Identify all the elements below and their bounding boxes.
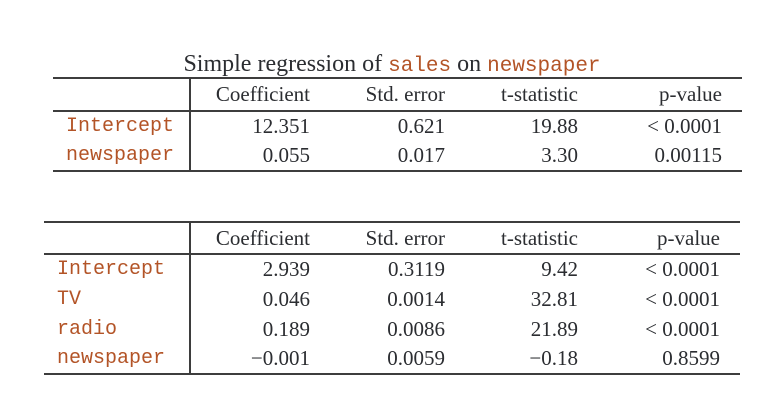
cell-std-error: 0.621 <box>397 114 445 138</box>
cell-p-value: 0.8599 <box>662 346 720 370</box>
cell-coefficient: 12.351 <box>252 114 310 138</box>
table-row: Intercept 2.939 0.3119 9.42 < 0.0001 <box>44 254 740 284</box>
row-label: Intercept <box>53 111 191 141</box>
corner-cell <box>44 222 191 254</box>
cell-coefficient: 0.189 <box>262 316 310 341</box>
page-title: Simple regression of sales on newspaper <box>0 24 772 78</box>
table-row: Intercept 12.351 0.621 19.88 < 0.0001 <box>53 111 742 141</box>
title-text-prefix: Simple regression of <box>183 51 389 77</box>
cell-p-value: < 0.0001 <box>645 257 720 281</box>
regression-table-multiple: Coefficient Std. error t-statistic p-val… <box>44 221 740 375</box>
column-header-coefficient: Coefficient <box>215 82 310 106</box>
cell-t-statistic: 9.42 <box>541 257 578 281</box>
column-header-std-error: Std. error <box>365 82 445 106</box>
cell-std-error: 0.0014 <box>387 286 445 311</box>
cell-coefficient: 0.055 <box>262 143 310 167</box>
cell-t-statistic: 3.30 <box>541 143 578 167</box>
table-row: radio 0.189 0.0086 21.89 < 0.0001 <box>44 314 740 344</box>
corner-cell <box>53 78 191 111</box>
cell-coefficient: 0.046 <box>262 286 310 311</box>
cell-t-statistic: 32.81 <box>530 286 578 311</box>
cell-t-statistic: 21.89 <box>530 316 578 341</box>
header-row: Coefficient Std. error t-statistic p-val… <box>53 78 742 111</box>
cell-p-value: < 0.0001 <box>645 316 720 341</box>
regression-table-simple: Coefficient Std. error t-statistic p-val… <box>53 77 742 172</box>
table-row: newspaper −0.001 0.0059 −0.18 0.8599 <box>44 344 740 374</box>
column-header-t-statistic: t-statistic <box>501 82 578 106</box>
cell-t-statistic: 19.88 <box>530 114 578 138</box>
cell-p-value: < 0.0001 <box>645 286 720 311</box>
cell-p-value: < 0.0001 <box>647 114 722 138</box>
cell-std-error: 0.0086 <box>387 316 445 341</box>
row-label: newspaper <box>44 344 191 374</box>
title-text-connector: on <box>451 51 488 77</box>
cell-std-error: 0.3119 <box>388 257 445 281</box>
header-row: Coefficient Std. error t-statistic p-val… <box>44 222 740 254</box>
column-header-t-statistic: t-statistic <box>501 225 578 250</box>
row-label: Intercept <box>44 254 191 284</box>
title-predictor-variable: newspaper <box>487 55 601 78</box>
title-response-variable: sales <box>388 55 452 78</box>
row-label: TV <box>44 284 191 314</box>
table-row: TV 0.046 0.0014 32.81 < 0.0001 <box>44 284 740 314</box>
cell-p-value: 0.00115 <box>654 143 722 167</box>
column-header-std-error: Std. error <box>365 225 445 250</box>
column-header-coefficient: Coefficient <box>215 225 310 250</box>
cell-coefficient: 2.939 <box>262 257 310 281</box>
cell-std-error: 0.0059 <box>387 346 445 370</box>
row-label: radio <box>44 314 191 344</box>
cell-std-error: 0.017 <box>397 143 445 167</box>
cell-t-statistic: −0.18 <box>529 346 578 370</box>
row-label: newspaper <box>53 141 191 171</box>
column-header-p-value: p-value <box>659 82 722 106</box>
column-header-p-value: p-value <box>657 225 720 250</box>
cell-coefficient: −0.001 <box>250 346 310 370</box>
table-row: newspaper 0.055 0.017 3.30 0.00115 <box>53 141 742 171</box>
